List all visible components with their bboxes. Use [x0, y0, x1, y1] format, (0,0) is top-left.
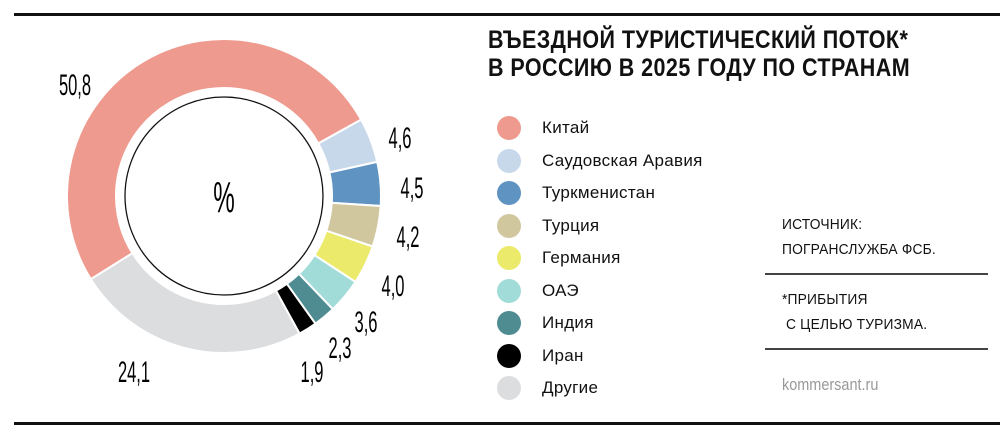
legend-item: ОАЭ	[497, 275, 703, 308]
bottom-rule	[14, 422, 1000, 425]
legend-swatch	[497, 376, 521, 401]
data-label: 4,0	[382, 270, 405, 303]
legend-swatch	[497, 246, 521, 271]
divider	[765, 348, 988, 350]
legend-label: Другие	[542, 378, 599, 398]
legend-item: Другие	[497, 372, 703, 405]
legend-label: ОАЭ	[542, 280, 579, 300]
legend-swatch	[497, 116, 521, 141]
legend-item: Иран	[497, 340, 703, 373]
center-label: %	[213, 172, 235, 222]
data-label: 4,2	[397, 221, 420, 254]
data-label: 3,6	[355, 306, 378, 339]
legend-label: Иран	[542, 345, 584, 365]
source-value: ПОГРАНСЛУЖБА ФСБ.	[782, 241, 936, 258]
legend: Китай Саудовская Аравия Туркменистан Турция…	[497, 112, 703, 405]
data-label: 50,8	[59, 69, 91, 102]
donut-chart: % 50,8 4,6 4,5 4,2 4,03,62,31,9 24,1	[59, 38, 424, 389]
legend-item: Туркменистан	[497, 177, 703, 210]
legend-swatch	[497, 181, 521, 206]
data-label: 24,1	[118, 356, 150, 389]
site-credit[interactable]: kommersant.ru	[782, 375, 879, 394]
chart-title: ВЪЕЗДНОЙ ТУРИСТИЧЕСКИЙ ПОТОК* В РОССИЮ В…	[488, 26, 910, 82]
legend-swatch	[497, 343, 521, 368]
data-label: 2,3	[329, 332, 352, 365]
legend-swatch	[497, 278, 521, 303]
legend-label: Китай	[542, 118, 590, 138]
legend-label: Германия	[542, 248, 621, 268]
data-label: 4,6	[389, 122, 412, 155]
title-line: В РОССИЮ В 2025 ГОДУ ПО СТРАНАМ	[488, 54, 911, 82]
data-label: 4,5	[401, 172, 424, 205]
source-label: ИСТОЧНИК:	[782, 216, 863, 233]
footnote: *ПРИБЫТИЯ С ЦЕЛЬЮ ТУРИЗМА.	[782, 287, 927, 337]
inner-circle	[124, 96, 324, 296]
legend-swatch	[497, 148, 521, 173]
legend-item: Индия	[497, 307, 703, 340]
footnote-line: С ЦЕЛЬЮ ТУРИЗМА.	[782, 316, 928, 333]
source-note: ИСТОЧНИК: ПОГРАНСЛУЖБА ФСБ.	[782, 212, 936, 262]
legend-label: Турция	[542, 215, 600, 235]
legend-swatch	[497, 311, 521, 336]
legend-item: Турция	[497, 210, 703, 243]
top-rule	[14, 13, 1000, 16]
slice-8	[89, 251, 301, 354]
data-label: 1,9	[301, 356, 324, 389]
legend-label: Индия	[542, 313, 594, 333]
legend-label: Саудовская Аравия	[542, 150, 703, 170]
legend-item: Саудовская Аравия	[497, 145, 703, 178]
legend-item: Китай	[497, 112, 703, 145]
legend-item: Германия	[497, 242, 703, 275]
legend-label: Туркменистан	[542, 183, 656, 203]
title-line: ВЪЕЗДНОЙ ТУРИСТИЧЕСКИЙ ПОТОК*	[488, 26, 909, 54]
divider	[765, 273, 988, 275]
footnote-line: *ПРИБЫТИЯ	[782, 291, 868, 308]
legend-swatch	[497, 213, 521, 238]
slice-0	[66, 38, 363, 281]
